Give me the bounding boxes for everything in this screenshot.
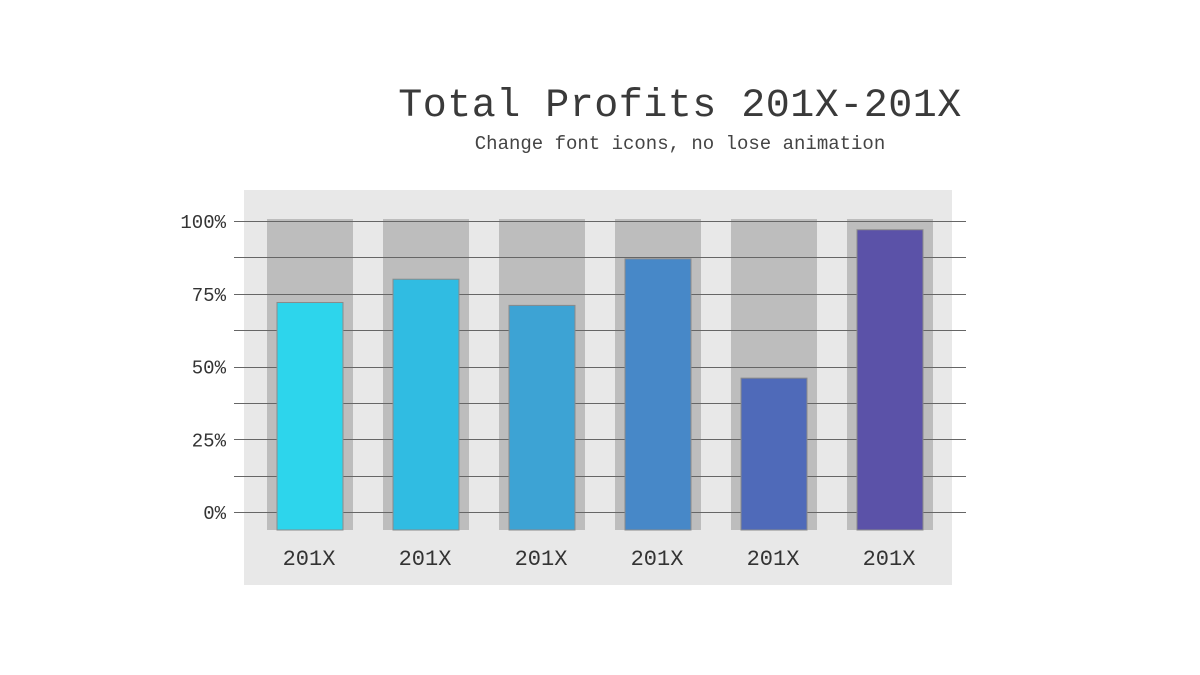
y-tick-label: 50% [192, 358, 227, 380]
x-tick-label: 201X [399, 547, 452, 572]
x-tick-label: 201X [283, 547, 336, 572]
bar [856, 229, 924, 531]
x-tick-label: 201X [515, 547, 568, 572]
bar [740, 377, 808, 531]
chart-subtitle: Change font icons, no lose animation [474, 133, 886, 155]
y-tick-label: 0% [203, 503, 226, 525]
chart-title: Total Profits 201X-201X [398, 84, 962, 129]
plot-background [244, 190, 952, 585]
bar [392, 278, 460, 531]
y-tick-label: 100% [180, 212, 226, 234]
bar [508, 304, 576, 531]
x-tick-label: 201X [631, 547, 684, 572]
y-tick-label: 75% [192, 285, 227, 307]
x-tick-label: 201X [747, 547, 800, 572]
bar [624, 258, 692, 531]
y-tick-label: 25% [192, 430, 227, 452]
x-tick-label: 201X [863, 547, 916, 572]
bar [276, 301, 344, 531]
